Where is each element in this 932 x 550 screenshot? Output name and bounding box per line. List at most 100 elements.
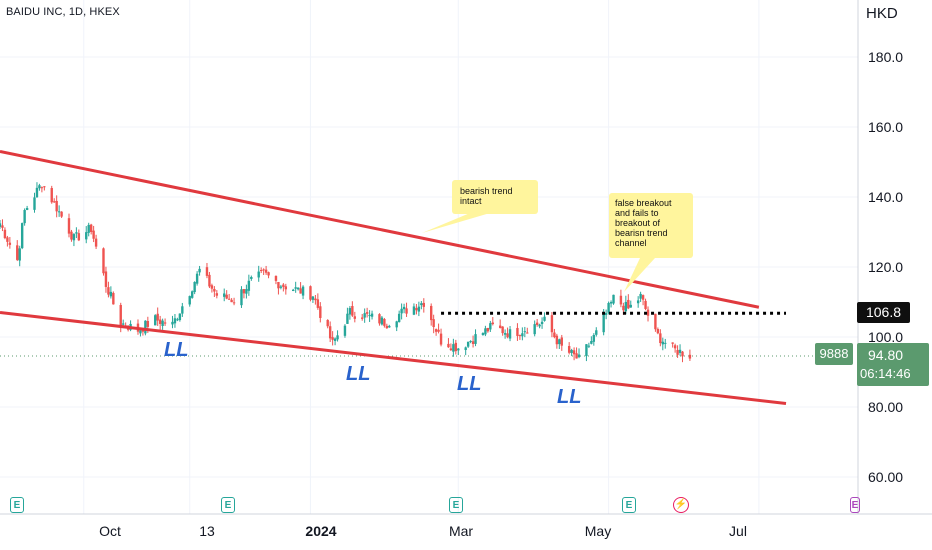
candle-body [417, 306, 421, 312]
y-tick-label: 160.0 [868, 119, 904, 135]
candle-body [277, 281, 280, 289]
candle-body [18, 248, 21, 261]
candle-body [501, 326, 504, 334]
candle-body [33, 197, 36, 210]
gridlines [0, 0, 858, 514]
earnings-icon[interactable]: E [449, 497, 463, 513]
candle-body [466, 341, 470, 347]
note-trend-pointer [422, 213, 490, 233]
note-false-breakout[interactable]: false breakout and fails to breakout of … [609, 193, 693, 258]
candle-body [543, 316, 546, 321]
earnings-icon[interactable]: E [221, 497, 235, 513]
candle-body [518, 335, 522, 337]
earnings-icon[interactable]: E [850, 497, 860, 513]
candle-body [225, 294, 228, 299]
candle-body [89, 224, 93, 232]
candle-body [555, 335, 559, 345]
candle-body [176, 319, 179, 321]
candle-body [85, 232, 88, 240]
candle-body [53, 201, 56, 203]
candle-body [141, 330, 145, 332]
candle-body [609, 301, 613, 304]
candle-body [383, 319, 386, 326]
candle-body [343, 325, 347, 336]
candle-body [319, 306, 322, 318]
candle-body [449, 348, 453, 351]
candle-body [585, 344, 588, 357]
candle-body [314, 298, 317, 301]
x-tick-label: Mar [448, 523, 474, 539]
y-tick-label: 140.0 [868, 189, 904, 205]
ticker-title: BAIDU INC, 1D, HKEX [6, 6, 120, 18]
candle-body [242, 289, 246, 294]
candle-body [92, 230, 95, 239]
candle-body [87, 224, 90, 233]
earnings-icon[interactable]: E [622, 497, 636, 513]
candle-body [60, 211, 63, 217]
candle-body [365, 312, 369, 314]
candle-body [348, 308, 352, 315]
candle-body [361, 317, 364, 319]
candle-body [193, 281, 196, 293]
candle-body [661, 341, 665, 345]
candle-body [274, 275, 278, 281]
candle-body [205, 267, 209, 276]
ll-label: LL [457, 373, 482, 395]
x-tick-label: 13 [199, 523, 215, 539]
candle-body [432, 319, 435, 328]
candle-body [57, 211, 61, 213]
y-tick-label: 180.0 [868, 49, 904, 65]
candle-body [257, 271, 260, 278]
y-tick-label: 120.0 [868, 259, 904, 275]
earnings-icon[interactable]: E [10, 497, 24, 513]
candle-body [590, 341, 593, 344]
candle-body [70, 231, 73, 240]
candle-body [181, 306, 184, 314]
candle-body [55, 200, 58, 212]
candle-body [50, 188, 53, 203]
candle-body [538, 324, 541, 327]
ll-label: LL [557, 386, 582, 408]
candle-body [471, 341, 475, 345]
candle-body [107, 287, 110, 295]
candle-body [346, 313, 349, 324]
candle-body [23, 209, 26, 224]
candle-body [395, 321, 398, 328]
candle-body [279, 286, 283, 288]
candle-body [328, 326, 332, 339]
candle-body [72, 234, 76, 241]
last-price-value: 94.80 [868, 347, 904, 363]
candle-body [572, 350, 576, 355]
candle-body [195, 273, 199, 284]
candle-body [533, 324, 536, 335]
candle-body [402, 306, 406, 310]
currency-label[interactable]: HKD [866, 5, 898, 22]
y-tick-label: 100.0 [868, 329, 904, 345]
candle-body [560, 337, 563, 346]
candle-body [437, 329, 440, 332]
candle-body [474, 334, 477, 344]
candle-body [676, 349, 679, 355]
candle-body [644, 300, 647, 309]
x-tick-label: May [584, 523, 612, 539]
trendlines [0, 150, 787, 405]
candle-body [20, 223, 24, 249]
symbol-label: 9888 [815, 343, 853, 365]
candle-body [558, 339, 561, 345]
trendline-lower[interactable] [0, 311, 787, 405]
candle-body [264, 269, 268, 273]
candle-body [75, 232, 78, 234]
dividend-icon[interactable]: ⚡ [673, 497, 689, 513]
candle-body [119, 304, 122, 326]
candle-body [570, 349, 573, 353]
candle-body [678, 349, 682, 353]
note-bearish-trend[interactable]: bearish trend intact [452, 180, 538, 214]
candle-body [208, 274, 211, 287]
candle-body [400, 308, 403, 314]
candle-body [627, 299, 630, 309]
candle-body [664, 342, 667, 344]
candle-body [301, 286, 305, 296]
candle-body [420, 303, 423, 306]
candle-body [587, 345, 591, 347]
